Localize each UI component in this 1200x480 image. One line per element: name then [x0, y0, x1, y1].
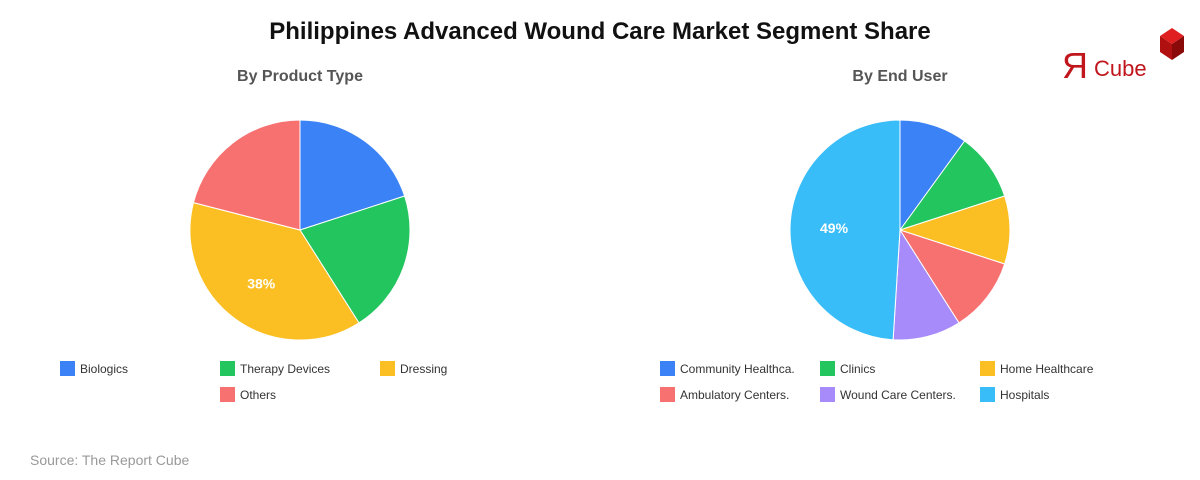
pie-slice-therapy-devices: [299, 195, 411, 324]
legend-item[interactable]: Hospitals: [980, 387, 1049, 402]
legend-swatch: [220, 387, 235, 402]
slice-data-label: 38%: [247, 275, 276, 291]
svg-text:Я: Я: [1062, 45, 1088, 86]
pie-slice-ambulatory-centers-: [898, 229, 1006, 324]
legend-swatch: [820, 387, 835, 402]
legend-swatch: [220, 361, 235, 376]
product-type-pie: 38%: [189, 119, 411, 341]
legend-item[interactable]: Home Healthcare: [980, 361, 1093, 376]
legend-item[interactable]: Others: [220, 387, 276, 402]
pie-slice-biologics: [299, 119, 406, 231]
legend-label: Therapy Devices: [240, 361, 331, 376]
legend-swatch: [980, 361, 995, 376]
end-user-subtitle: By End User: [852, 68, 948, 85]
legend-item[interactable]: Therapy Devices: [220, 361, 330, 376]
legend-item[interactable]: Biologics: [60, 361, 128, 376]
legend-label: Community Healthca.: [680, 361, 795, 376]
legend-label: Others: [240, 387, 277, 402]
svg-text:Cube: Cube: [1094, 56, 1147, 81]
legend-item[interactable]: Community Healthca.: [660, 361, 795, 376]
legend-label: Dressing: [400, 361, 448, 376]
legend-swatch: [820, 361, 835, 376]
pie-slice-hospitals: [789, 119, 901, 341]
legend-item[interactable]: Wound Care Centers.: [820, 387, 956, 402]
source-note: Source: The Report Cube: [30, 452, 190, 468]
legend-item[interactable]: Clinics: [820, 361, 875, 376]
legend-label: Ambulatory Centers.: [680, 387, 790, 402]
rcube-logo: Я Cube: [1062, 28, 1184, 86]
product-type-subtitle: By Product Type: [237, 68, 363, 85]
legend-swatch: [980, 387, 995, 402]
end-user-pie: 49%: [789, 119, 1011, 341]
legend-swatch: [660, 387, 675, 402]
pie-slice-dressing: [189, 202, 360, 341]
pie-slice-others: [192, 119, 301, 231]
legend-item[interactable]: Dressing: [380, 361, 447, 376]
legend-swatch: [60, 361, 75, 376]
chart-title: Philippines Advanced Wound Care Market S…: [269, 18, 931, 45]
legend-label: Wound Care Centers.: [840, 387, 956, 402]
legend-swatch: [660, 361, 675, 376]
legend-item[interactable]: Ambulatory Centers.: [660, 387, 789, 402]
legend-label: Home Healthcare: [1000, 361, 1094, 376]
slice-data-label: 49%: [820, 220, 849, 236]
legend-label: Clinics: [840, 361, 876, 376]
legend-swatch: [380, 361, 395, 376]
legend-label: Biologics: [80, 361, 129, 376]
legend-label: Hospitals: [1000, 387, 1050, 402]
